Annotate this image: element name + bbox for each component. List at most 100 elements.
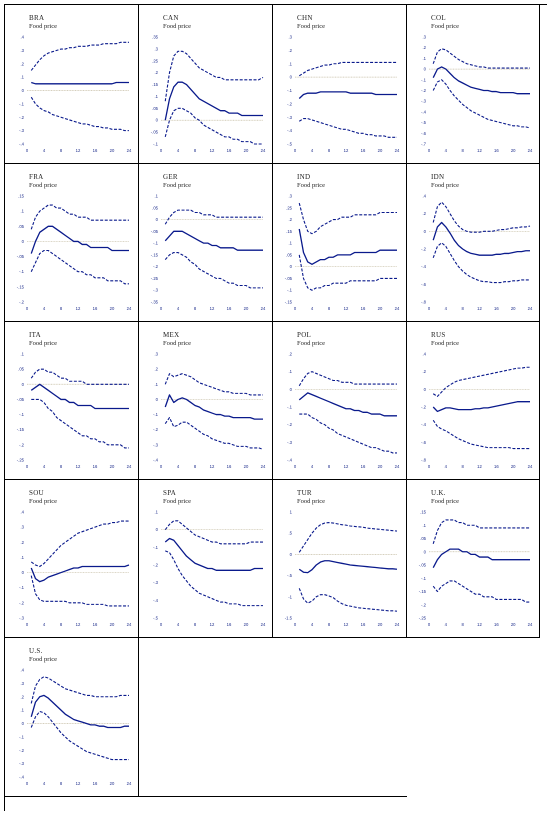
chart-panel: TUR Food price 1.5 0 -.5 -1 -1.5 0 4 8 12 16 20 24 <box>273 480 407 638</box>
y-tick-label: .3 <box>21 48 25 53</box>
y-tick-label: 0 <box>290 264 293 269</box>
y-tick-label: .1 <box>423 523 427 528</box>
chart-subtitle: Food price <box>163 340 191 347</box>
y-tick-label: .05 <box>18 367 24 372</box>
y-tick-label: .15 <box>152 82 158 87</box>
lower-band-line <box>30 249 129 285</box>
chart-panel: SOU Food price .4.3.2.1 0 -.1 -.2 -.3 0 4 8 12 16 20… <box>5 480 139 638</box>
x-tick-label: 24 <box>395 148 400 153</box>
x-tick-label: 0 <box>26 306 29 311</box>
y-tick-label: -.2 <box>287 101 293 106</box>
x-tick-label: 8 <box>60 306 63 311</box>
y-tick-label: -.05 <box>151 229 159 234</box>
y-tick-label: -.1 <box>287 88 293 93</box>
y-tick-label: -.1 <box>287 288 293 293</box>
y-tick-label: .4 <box>21 35 25 40</box>
y-tick-label: 0 <box>22 721 25 726</box>
chart-panel: ITA Food price .1.05 0 -.05 -.1 -.15 -.2 -.25 0 4 8… <box>5 322 139 480</box>
x-tick-label: 4 <box>43 781 46 786</box>
y-tick-label: .1 <box>155 510 159 515</box>
y-tick-label: -.3 <box>19 761 25 766</box>
y-tick-label: -.1 <box>153 412 159 417</box>
x-tick-label: 0 <box>294 464 297 469</box>
x-tick-label: 16 <box>93 781 98 786</box>
chart-subtitle: Food price <box>431 182 459 189</box>
y-tick-label: -.2 <box>421 405 427 410</box>
response-line <box>432 401 530 413</box>
x-tick-label: 16 <box>361 622 366 627</box>
upper-band-line <box>30 368 129 385</box>
chart-title: POL <box>297 331 312 339</box>
y-tick-label: .15 <box>18 194 24 199</box>
y-tick-label: -.2 <box>153 563 159 568</box>
chart-plot: .3.2.10-.1-.2-.3-.4-.50 4 8 12 16 20 24 <box>287 35 400 154</box>
response-line <box>30 694 129 729</box>
chart-title: RUS <box>431 331 446 339</box>
x-tick-label: 20 <box>244 622 249 627</box>
y-tick-label: -1.5 <box>285 616 293 621</box>
chart-plot: .1.050-.05-.1-.15-.2-.25-.3-.350 4 8 12 16 20… <box>151 194 266 312</box>
lower-band-line <box>30 575 129 607</box>
y-tick-label: .1 <box>289 241 293 246</box>
lower-band-line <box>30 710 129 761</box>
x-tick-label: 24 <box>528 306 533 311</box>
chart-plot: .3.2.10-.1-.2-.3-.40 4 8 12 16 20 24 <box>153 352 266 470</box>
upper-band-line <box>30 520 129 568</box>
x-tick-label: 12 <box>477 622 482 627</box>
y-tick-label: -.05 <box>17 397 25 402</box>
y-tick-label: -.1 <box>19 734 25 739</box>
x-tick-label: 8 <box>194 464 197 469</box>
x-tick-label: 12 <box>76 306 81 311</box>
chart-panel: POL Food price .2.1 0 -.1 -.2 -.3 -.4 0 4 8 12 16 20 2… <box>273 322 407 480</box>
lower-band-line <box>164 107 263 145</box>
y-tick-label: -.4 <box>421 264 427 269</box>
chart-plot: .1.050-.05-.1-.15-.2-.250 4 8 12 16 20 24 <box>17 352 132 470</box>
upper-band-line <box>432 366 530 397</box>
x-tick-label: 0 <box>428 464 431 469</box>
x-tick-label: 24 <box>261 148 266 153</box>
x-tick-label: 8 <box>461 306 464 311</box>
chart-plot: .3.2.10-.1-.2-.3-.4-.5-.6-.70 4 8 12 16 20 24 <box>421 35 533 154</box>
chart-subtitle: Food price <box>29 498 57 505</box>
chart-title: SPA <box>163 489 177 497</box>
chart-plot: .4.3.2.10-.1-.2-.3-.40 4 8 12 16 20 24 <box>19 35 132 154</box>
x-tick-label: 4 <box>43 306 46 311</box>
x-tick-label: 8 <box>60 464 63 469</box>
x-tick-label: 0 <box>160 148 163 153</box>
response-line <box>164 394 263 420</box>
y-tick-label: .1 <box>289 61 293 66</box>
x-tick-label: 4 <box>311 306 314 311</box>
y-tick-label: 0 <box>22 239 25 244</box>
y-tick-label: -.1 <box>421 77 427 82</box>
y-tick-label: -.1 <box>287 405 293 410</box>
chart-subtitle: Food price <box>431 498 459 505</box>
chart-subtitle: Food price <box>163 23 191 30</box>
upper-band-line <box>30 41 129 71</box>
x-tick-label: 0 <box>26 464 29 469</box>
x-tick-label: 24 <box>528 622 533 627</box>
x-tick-label: 24 <box>127 464 132 469</box>
x-tick-label: 16 <box>494 306 499 311</box>
x-tick-label: 16 <box>494 464 499 469</box>
y-tick-label: 0 <box>290 75 293 80</box>
upper-band-line <box>432 201 531 233</box>
x-tick-label: 12 <box>344 306 349 311</box>
x-tick-label: 20 <box>110 306 115 311</box>
y-tick-label: -.25 <box>151 276 159 281</box>
lower-band-line <box>432 242 530 284</box>
y-tick-label: .1 <box>289 369 293 374</box>
x-tick-label: 20 <box>110 464 115 469</box>
y-tick-label: -.2 <box>287 422 293 427</box>
y-tick-label: .3 <box>21 525 25 530</box>
lower-band-line <box>298 118 397 138</box>
x-tick-label: 12 <box>76 464 81 469</box>
x-tick-label: 12 <box>210 306 215 311</box>
x-tick-label: 16 <box>227 622 232 627</box>
y-tick-label: -.3 <box>287 115 293 120</box>
x-tick-label: 24 <box>127 148 132 153</box>
x-tick-label: 20 <box>511 148 516 153</box>
y-tick-label: .2 <box>423 211 427 216</box>
y-tick-label: -.8 <box>421 458 427 463</box>
upper-band-line <box>164 209 263 225</box>
y-tick-label: .1 <box>423 56 427 61</box>
